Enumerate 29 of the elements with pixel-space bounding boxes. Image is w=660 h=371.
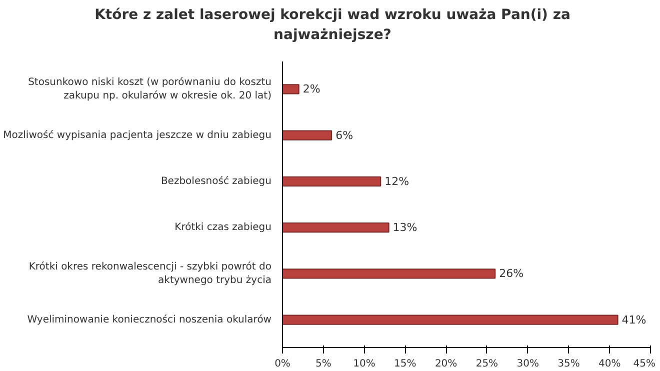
data-label: 2% [302, 82, 320, 96]
bar [282, 222, 390, 233]
y-tick-label: Krótki czas zabiegu [174, 222, 272, 234]
data-label: 12% [384, 174, 410, 188]
bar [282, 130, 332, 140]
y-tick-label: Krótki okres rekonwalescencji - szybki powrót do aktywnego trybu życia [28, 262, 272, 286]
bar [282, 314, 618, 325]
x-tick-label: 10% [353, 358, 376, 370]
x-tick-label: 0% [274, 358, 290, 370]
bar [282, 268, 496, 279]
x-tick-label: 45% [633, 358, 656, 370]
data-label: 6% [336, 128, 354, 142]
y-tick-label: Wyeliminowanie konieczności noszenia okularów [27, 313, 272, 326]
x-tick-label: 15% [394, 358, 416, 370]
bar [282, 176, 382, 187]
x-tick-label: 40% [598, 358, 621, 370]
x-tick-label: 30% [516, 358, 539, 370]
data-label: 41% [622, 313, 646, 326]
x-tick-label: 25% [476, 358, 498, 370]
y-tick-label: Mozliwość wypisania pacjenta jeszcze w dniu zabiegu [3, 128, 272, 141]
bar [282, 84, 300, 94]
data-label: 26% [499, 267, 524, 280]
data-label: 13% [392, 221, 418, 234]
y-tick-label: Stosunkowo niski koszt (w porównaniu do kosztu zakupu np. okularów w okresie ok. 20 lat) [28, 77, 272, 102]
x-tick-label: 5% [315, 358, 332, 370]
x-tick-label: 35% [558, 358, 580, 370]
y-tick-label: Bezbolesność zabiegu [160, 174, 272, 187]
x-tick-label: 20% [434, 358, 458, 370]
chart-title: Które z zalet laserowej korekcji wad wzroku uważa Pan(i) za najważniejsze? [94, 6, 570, 45]
